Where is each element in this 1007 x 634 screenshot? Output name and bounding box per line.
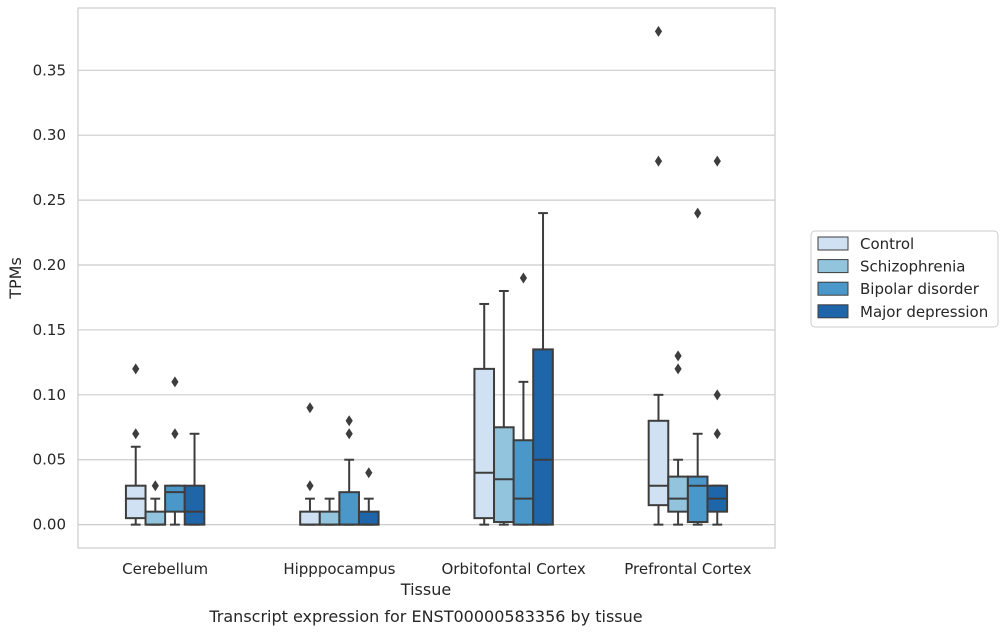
x-tick-labels: Cerebellum Hipppocampus Orbitofontal Corte… xyxy=(122,560,751,578)
outlier-point xyxy=(713,155,721,167)
outlier-point xyxy=(519,272,528,284)
box-major-depression xyxy=(706,155,729,526)
y-tick-labels: 0.00 0.05 0.10 0.15 0.20 0.25 0.30 0.35 xyxy=(33,61,66,533)
x-tick-label: Hipppocampus xyxy=(283,560,395,578)
gridlines xyxy=(78,69,775,526)
y-tick-label: 0.15 xyxy=(33,321,66,339)
chart-caption: Transcript expression for ENST0000058335… xyxy=(208,607,642,626)
box-schizophrenia xyxy=(144,480,167,526)
y-axis-label: TPMs xyxy=(6,257,25,300)
outlier-point xyxy=(713,428,721,440)
outlier-point xyxy=(345,428,353,440)
outlier-point xyxy=(306,402,314,414)
y-tick-label: 0.20 xyxy=(33,256,66,274)
box-control xyxy=(299,402,321,526)
box-iqr xyxy=(493,426,515,524)
legend-swatch xyxy=(817,236,849,251)
y-tick-label: 0.05 xyxy=(33,451,66,469)
outlier-point xyxy=(713,389,721,401)
box-iqr xyxy=(512,439,535,526)
outlier-point xyxy=(654,25,663,37)
box-groups xyxy=(124,25,729,526)
box-schizophrenia xyxy=(493,289,515,526)
box-bipolar-disorder xyxy=(164,376,186,526)
box-control xyxy=(124,363,147,526)
box-iqr xyxy=(164,484,186,513)
x-tick-label: Cerebellum xyxy=(122,560,208,578)
legend-label: Major depression xyxy=(860,303,988,321)
legend-swatch xyxy=(817,281,849,296)
x-axis-label: Tissue xyxy=(400,580,451,599)
legend: Control Schizophrenia Bipolar disorder Majo… xyxy=(810,230,999,328)
box-major-depression xyxy=(183,432,206,526)
box-control xyxy=(647,25,670,526)
outlier-point xyxy=(345,415,353,427)
outlier-point xyxy=(171,376,179,388)
y-tick-label: 0.10 xyxy=(33,386,66,404)
box-iqr xyxy=(357,510,380,526)
y-tick-label: 0.00 xyxy=(33,516,66,534)
box-bipolar-disorder xyxy=(686,207,709,526)
box-iqr xyxy=(686,475,709,524)
legend-label: Bipolar disorder xyxy=(860,280,980,298)
box-schizophrenia xyxy=(667,350,689,526)
legend-label: Schizophrenia xyxy=(860,258,965,276)
outlier-point xyxy=(132,428,140,440)
box-iqr xyxy=(532,348,554,526)
y-tick-label: 0.30 xyxy=(33,126,66,144)
legend-label: Control xyxy=(860,235,914,253)
box-iqr xyxy=(338,491,360,526)
box-iqr xyxy=(183,484,206,526)
box-control xyxy=(473,302,496,526)
box-iqr xyxy=(299,510,321,526)
outlier-point xyxy=(654,155,663,167)
outlier-point xyxy=(674,363,682,375)
y-tick-label: 0.25 xyxy=(33,191,66,209)
box-iqr xyxy=(318,510,341,526)
legend-frame xyxy=(810,230,999,328)
outlier-point xyxy=(674,350,682,362)
box-bipolar-disorder xyxy=(512,272,535,526)
x-tick-label: Prefrontal Cortex xyxy=(624,560,751,578)
box-major-depression xyxy=(532,212,554,526)
outlier-point xyxy=(365,467,373,479)
outlier-point xyxy=(151,480,159,492)
box-major-depression xyxy=(357,467,380,526)
box-iqr xyxy=(124,484,147,520)
box-schizophrenia xyxy=(318,497,341,526)
box-iqr xyxy=(473,367,496,520)
y-tick-label: 0.35 xyxy=(33,61,66,79)
box-bipolar-disorder xyxy=(338,415,360,526)
outlier-point xyxy=(132,363,140,375)
x-tick-label: Orbitofontal Cortex xyxy=(442,560,586,578)
outlier-point xyxy=(171,428,179,440)
box-iqr xyxy=(667,475,689,513)
legend-swatch xyxy=(817,304,849,319)
legend-swatch xyxy=(817,259,849,274)
outlier-point xyxy=(306,480,314,492)
box-iqr xyxy=(647,419,670,507)
plot-area xyxy=(77,7,776,549)
outlier-point xyxy=(694,207,702,219)
box-iqr xyxy=(144,510,167,526)
